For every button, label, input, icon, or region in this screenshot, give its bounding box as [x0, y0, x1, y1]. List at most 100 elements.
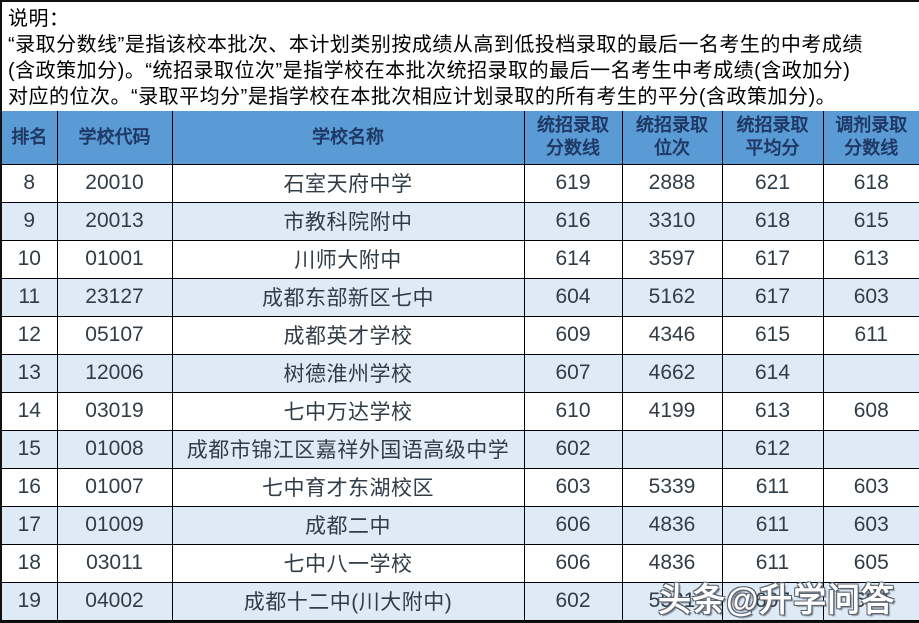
explanation-note: 说明： “录取分数线”是指该校本批次、本计划类别按成绩从高到低投档录取的最后一名…: [2, 2, 919, 111]
cell-school-name: 成都英才学校: [171, 315, 525, 355]
cell-school-code: 01008: [56, 429, 173, 469]
cell-unified-average: 612: [721, 429, 824, 469]
cell-unified-average: 607: [721, 581, 824, 621]
table-header-row: 排名 学校代码 学校名称 统招录取 分数线 统招录取 位次 统招录取 平均分 调剂录取 分数…: [2, 111, 919, 165]
cell-unified-rank: 2888: [621, 163, 723, 203]
cell-adjustment-score-line: [822, 429, 919, 469]
cell-unified-rank: 5521: [621, 581, 723, 621]
cell-unified-average: 617: [721, 239, 824, 279]
column-header-school-code: 学校代码: [56, 111, 173, 165]
cell-unified-average: 611: [721, 467, 824, 507]
cell-rank: 12: [2, 315, 58, 355]
cell-unified-average: 618: [721, 201, 824, 241]
cell-adjustment-score-line: 603: [822, 505, 919, 545]
cell-unified-average: 611: [721, 505, 824, 545]
cell-adjustment-score-line: 611: [822, 315, 919, 355]
note-line: (含政策加分)。“统招录取位次”是指学校在本批次统招录取的最后一名考生中考成绩(…: [8, 60, 851, 82]
cell-unified-average: 621: [721, 163, 824, 203]
cell-school-name: 成都市锦江区嘉祥外国语高级中学: [171, 429, 525, 469]
cell-school-name: 石室天府中学: [171, 163, 525, 203]
table-row: 17 01009 成都二中 606 4836 611 603: [2, 505, 919, 545]
cell-adjustment-score-line: 615: [822, 201, 919, 241]
table-row: 14 03019 七中万达学校 610 4199 613 608: [2, 391, 919, 431]
cell-adjustment-score-line: 613: [822, 239, 919, 279]
cell-school-name: 七中育才东湖校区: [171, 467, 525, 507]
cell-rank: 17: [2, 505, 58, 545]
cell-unified-score-line: 614: [523, 239, 623, 279]
table-row: 18 03011 七中八一学校 606 4836 611 605: [2, 543, 919, 583]
table-row: 15 01008 成都市锦江区嘉祥外国语高级中学 602 612: [2, 429, 919, 469]
cell-unified-score-line: 610: [523, 391, 623, 431]
cell-school-name: 树德淮州学校: [171, 353, 525, 393]
column-header-adjustment-score-line: 调剂录取 分数线: [822, 111, 919, 165]
cell-school-name: 七中八一学校: [171, 543, 525, 583]
cell-unified-rank: [621, 429, 723, 469]
cell-unified-score-line: 602: [523, 429, 623, 469]
cell-school-name: 川师大附中: [171, 239, 525, 279]
cell-unified-average: 614: [721, 353, 824, 393]
cell-unified-score-line: 607: [523, 353, 623, 393]
table-row: 13 12006 树德淮州学校 607 4662 614: [2, 353, 919, 393]
cell-unified-rank: 4346: [621, 315, 723, 355]
cell-unified-rank: 4836: [621, 505, 723, 545]
table-row: 10 01001 川师大附中 614 3597 617 613: [2, 239, 919, 279]
cell-rank: 16: [2, 467, 58, 507]
cell-school-code: 12006: [56, 353, 173, 393]
cell-unified-score-line: 619: [523, 163, 623, 203]
cell-school-code: 01007: [56, 467, 173, 507]
cell-rank: 10: [2, 239, 58, 279]
column-header-rank: 排名: [2, 111, 58, 165]
table-row: 11 23127 成都东部新区七中 604 5162 617 603: [2, 277, 919, 317]
cell-rank: 19: [2, 581, 58, 621]
cell-adjustment-score-line: 605: [822, 543, 919, 583]
cell-rank: 11: [2, 277, 58, 317]
cell-unified-score-line: 606: [523, 543, 623, 583]
table-row: 8 20010 石室天府中学 619 2888 621 618: [2, 163, 919, 203]
cell-adjustment-score-line: 603: [822, 277, 919, 317]
cell-rank: 8: [2, 163, 58, 203]
table-body: 8 20010 石室天府中学 619 2888 621 618 9 20013 市教科院附中 616…: [2, 163, 919, 621]
cell-school-code: 03011: [56, 543, 173, 583]
cell-unified-rank: 3310: [621, 201, 723, 241]
cell-unified-rank: 4662: [621, 353, 723, 393]
column-header-unified-average: 统招录取 平均分: [721, 111, 824, 165]
cell-adjustment-score-line: [822, 353, 919, 393]
cell-unified-score-line: 604: [523, 277, 623, 317]
cell-adjustment-score-line: 603: [822, 467, 919, 507]
cell-unified-rank: 4199: [621, 391, 723, 431]
cell-unified-score-line: 609: [523, 315, 623, 355]
cell-school-name: 七中万达学校: [171, 391, 525, 431]
cell-adjustment-score-line: 602: [822, 581, 919, 621]
cell-unified-rank: 4836: [621, 543, 723, 583]
cell-adjustment-score-line: 608: [822, 391, 919, 431]
cell-adjustment-score-line: 618: [822, 163, 919, 203]
column-header-unified-score-line: 统招录取 分数线: [523, 111, 623, 165]
cell-unified-rank: 5162: [621, 277, 723, 317]
cell-rank: 14: [2, 391, 58, 431]
cell-school-name: 成都东部新区七中: [171, 277, 525, 317]
table-row: 9 20013 市教科院附中 616 3310 618 615: [2, 201, 919, 241]
column-header-school-name: 学校名称: [171, 111, 525, 165]
column-header-unified-rank: 统招录取 位次: [621, 111, 723, 165]
cell-rank: 9: [2, 201, 58, 241]
table-row: 16 01007 七中育才东湖校区 603 5339 611 603: [2, 467, 919, 507]
cell-school-name: 成都十二中(川大附中): [171, 581, 525, 621]
cell-school-code: 20010: [56, 163, 173, 203]
cell-school-code: 23127: [56, 277, 173, 317]
cell-unified-score-line: 616: [523, 201, 623, 241]
cell-school-code: 03019: [56, 391, 173, 431]
cell-unified-average: 615: [721, 315, 824, 355]
cell-school-name: 市教科院附中: [171, 201, 525, 241]
cell-unified-rank: 3597: [621, 239, 723, 279]
cell-unified-rank: 5339: [621, 467, 723, 507]
note-line: 对应的位次。“录取平均分”是指学校在本批次相应计划录取的所有考生的平分(含政策加…: [8, 86, 837, 108]
cell-school-code: 01009: [56, 505, 173, 545]
cell-school-name: 成都二中: [171, 505, 525, 545]
table-row: 19 04002 成都十二中(川大附中) 602 5521 607 602: [2, 581, 919, 621]
cell-rank: 15: [2, 429, 58, 469]
cell-unified-average: 613: [721, 391, 824, 431]
cell-unified-average: 617: [721, 277, 824, 317]
cell-rank: 13: [2, 353, 58, 393]
cell-unified-score-line: 603: [523, 467, 623, 507]
